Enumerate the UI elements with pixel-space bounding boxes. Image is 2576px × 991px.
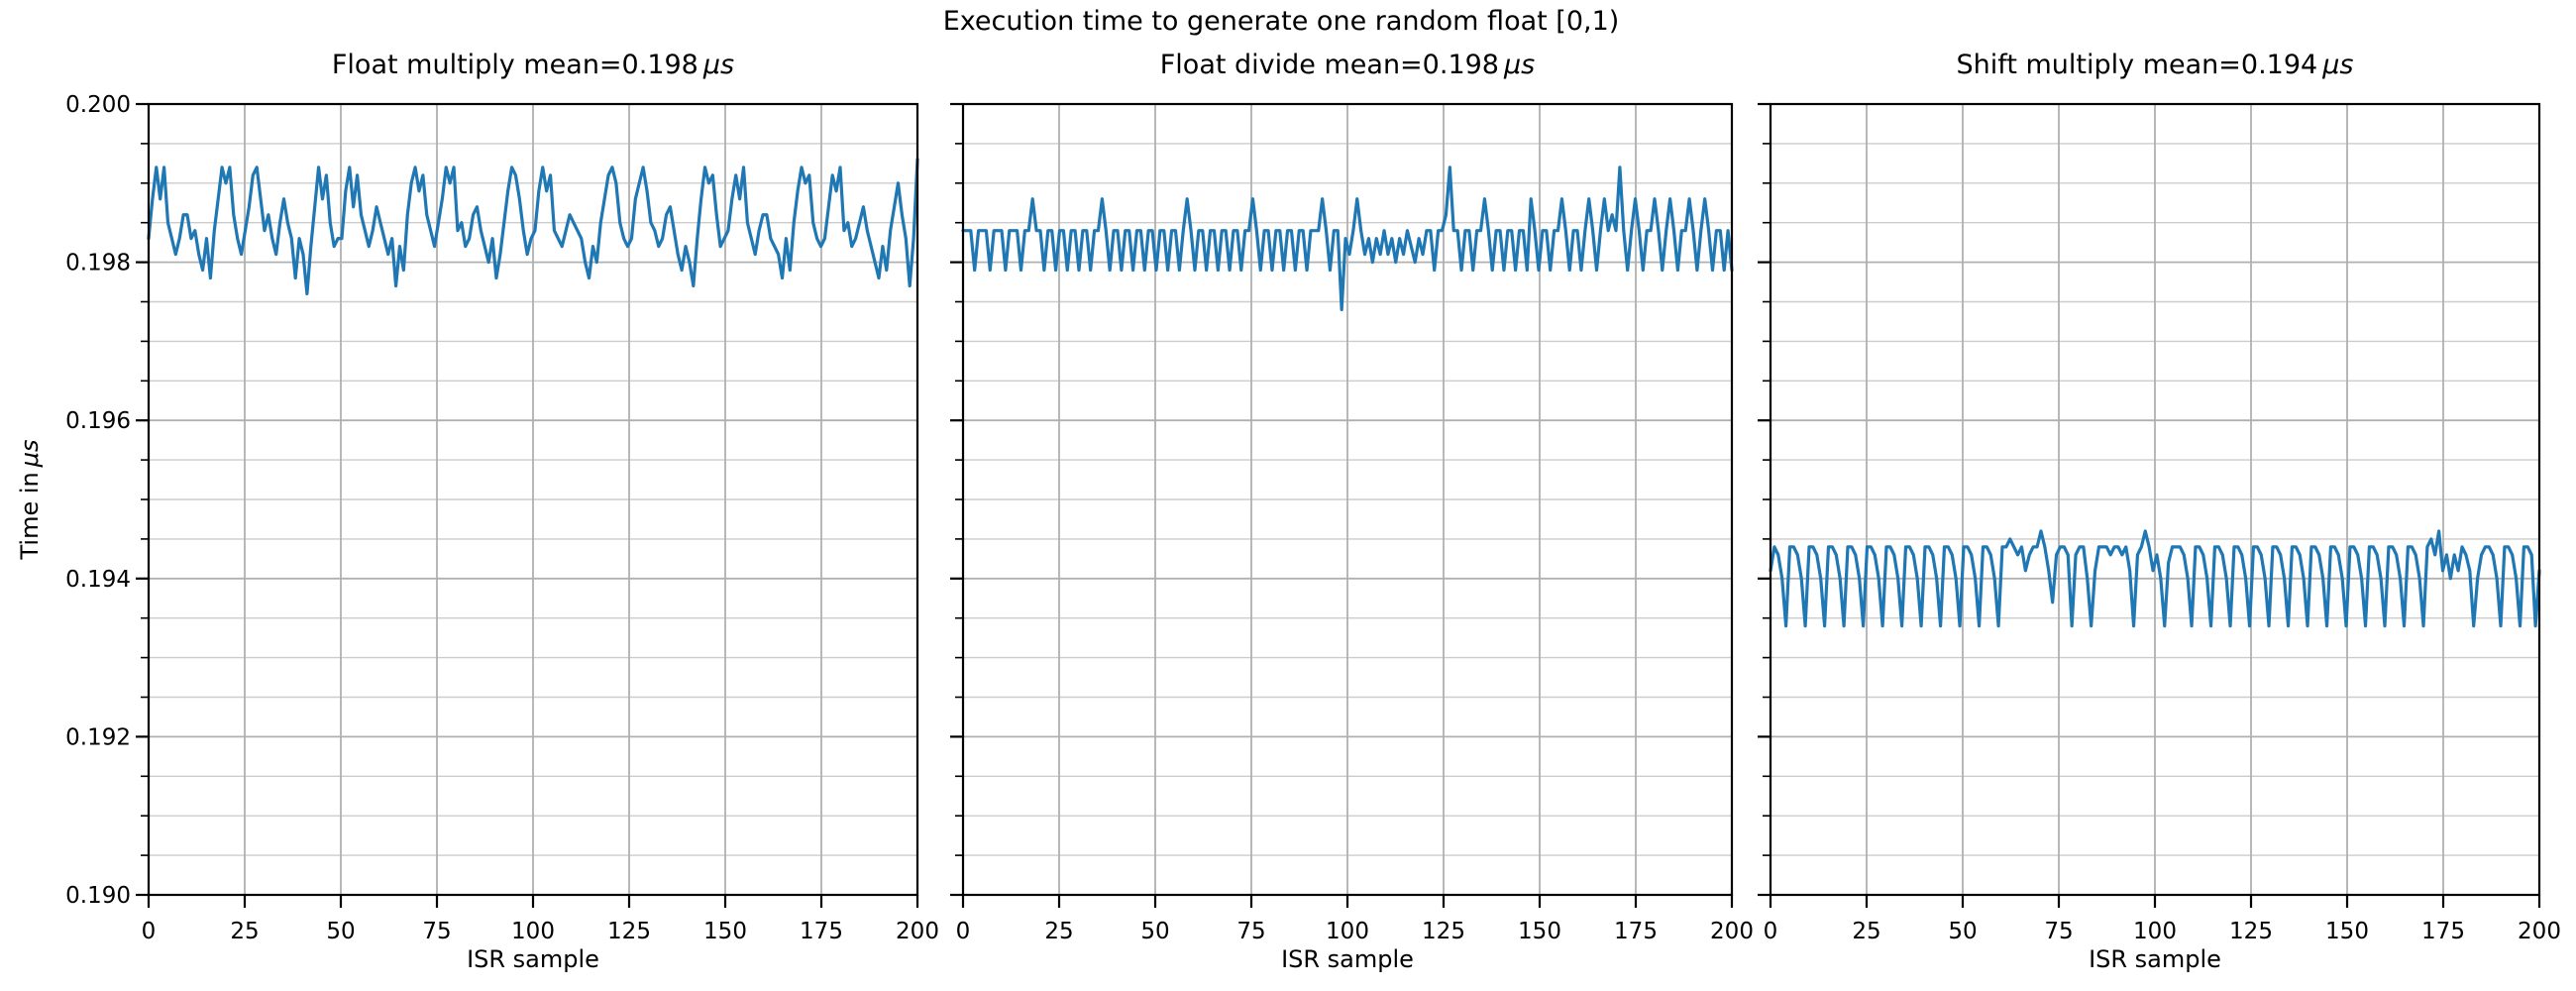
subplot1-xlabel: ISR sample	[467, 945, 599, 973]
x-tick-label: 175	[2421, 919, 2465, 944]
x-tick-label: 150	[1518, 919, 1561, 944]
subplot1-title-unit: μs	[702, 50, 735, 80]
y-tick-label: 0.194	[65, 567, 131, 593]
x-tick-label: 25	[230, 919, 259, 944]
x-tick-label: 125	[2229, 919, 2273, 944]
x-tick-label: 100	[1326, 919, 1369, 944]
subplot2-xlabel: ISR sample	[1281, 945, 1414, 973]
y-tick-label: 0.200	[65, 92, 131, 118]
subplot2-title-unit: μs	[1503, 50, 1536, 80]
subplot2-title-text: Float divide mean=0.198	[1159, 50, 1499, 80]
y-tick-label: 0.190	[65, 883, 131, 909]
x-tick-label: 125	[607, 919, 651, 944]
figure-title: Execution time to generate one random fl…	[942, 6, 1620, 37]
x-tick-label: 200	[1710, 919, 1754, 944]
x-tick-label: 175	[1614, 919, 1658, 944]
subplot3-title: Shift multiply mean=0.194 μs	[1957, 50, 2354, 80]
subplot2-title: Float divide mean=0.198 μs	[1160, 50, 1535, 80]
x-tick-label: 150	[2325, 919, 2369, 944]
x-tick-label: 175	[800, 919, 843, 944]
series-line	[147, 158, 919, 296]
x-tick-label: 25	[1852, 919, 1880, 944]
x-tick-label: 100	[511, 919, 555, 944]
x-tick-label: 200	[2518, 919, 2561, 944]
subplot3-title-unit: μs	[2322, 50, 2354, 80]
subplot3-xlabel: ISR sample	[2089, 945, 2221, 973]
x-tick-label: 125	[1422, 919, 1465, 944]
y-axis-label-unit: μs	[16, 439, 44, 468]
x-tick-label: 0	[142, 919, 157, 944]
series-line	[1769, 529, 2541, 628]
x-tick-label: 50	[1140, 919, 1169, 944]
x-tick-label: 50	[1948, 919, 1977, 944]
subplot3-title-text: Shift multiply mean=0.194	[1956, 50, 2318, 80]
subplot1-title-text: Float multiply mean=0.198	[331, 50, 698, 80]
y-tick-label: 0.196	[65, 408, 131, 434]
x-tick-label: 75	[1236, 919, 1265, 944]
x-tick-label: 50	[326, 919, 355, 944]
series-line	[961, 165, 1734, 312]
y-tick-label: 0.198	[65, 251, 131, 276]
subplot1-title: Float multiply mean=0.198 μs	[332, 50, 734, 80]
y-axis-label-text: Time in	[16, 472, 44, 560]
x-tick-label: 75	[2044, 919, 2073, 944]
x-tick-label: 150	[703, 919, 747, 944]
x-tick-label: 200	[896, 919, 939, 944]
x-tick-label: 25	[1044, 919, 1073, 944]
x-tick-label: 0	[956, 919, 971, 944]
y-tick-label: 0.192	[65, 724, 131, 750]
y-axis-label: Time in μs	[16, 439, 44, 559]
x-tick-label: 0	[1764, 919, 1778, 944]
x-tick-label: 100	[2133, 919, 2177, 944]
x-tick-label: 75	[422, 919, 451, 944]
